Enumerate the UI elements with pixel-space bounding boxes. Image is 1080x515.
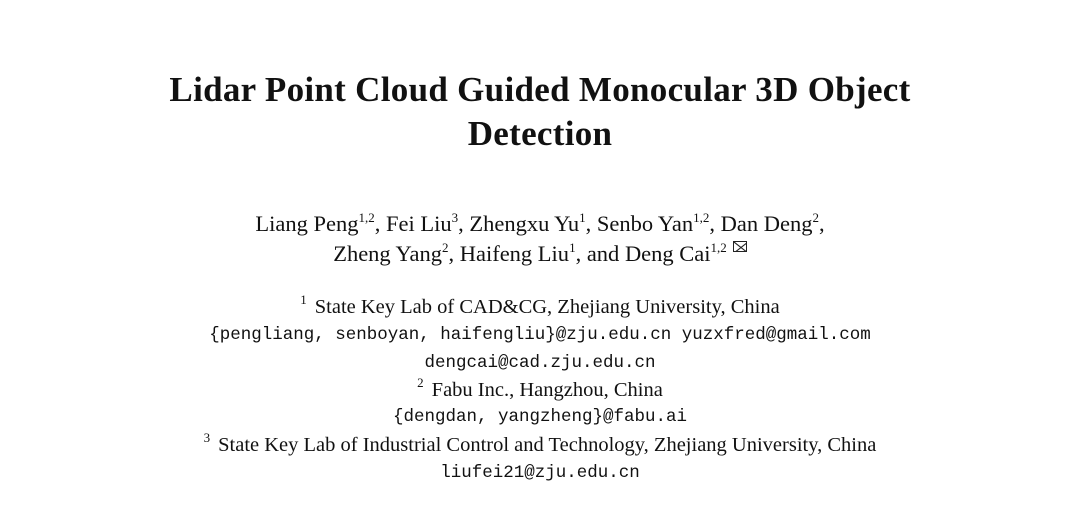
affiliation-3: 3 State Key Lab of Industrial Control and… <box>203 430 877 456</box>
author: Liang Peng1,2, <box>255 210 386 236</box>
author: Fei Liu3, <box>385 210 470 236</box>
author-line-2: Zheng Yang2, Haifeng Liu1, and Deng Cai1… <box>0 240 1080 267</box>
author: Zhengxu Yu1, <box>469 210 597 236</box>
author: Haifeng Liu1, and <box>459 240 625 266</box>
affiliation-1: 1 State Key Lab of CAD&CG, Zhejiang Unive… <box>300 292 780 318</box>
author: Zheng Yang2, <box>333 240 460 266</box>
author-line-1: Liang Peng1,2, Fei Liu3, Zhengxu Yu1, Se… <box>0 210 1080 237</box>
author: Dan Deng2, <box>720 210 825 236</box>
affiliation-3-emails: liufei21@zju.edu.cn <box>440 463 640 483</box>
paper-title-line-2: Detection <box>467 114 613 153</box>
envelope-icon <box>732 241 747 252</box>
affiliation-2-emails: {dengdan, yangzheng}@fabu.ai <box>392 407 688 427</box>
author: Deng Cai1,2 <box>624 240 727 266</box>
affiliation-1-emails: {pengliang, senboyan, haifengliu}@zju.ed… <box>209 325 871 345</box>
paper-title-line-1: Lidar Point Cloud Guided Monocular 3D Ob… <box>169 70 911 109</box>
affiliation-2: 2 Fabu Inc., Hangzhou, China <box>417 375 663 401</box>
author: Senbo Yan1,2, <box>596 210 721 236</box>
affiliation-1-emails-2: dengcai@cad.zju.edu.cn <box>424 353 656 373</box>
